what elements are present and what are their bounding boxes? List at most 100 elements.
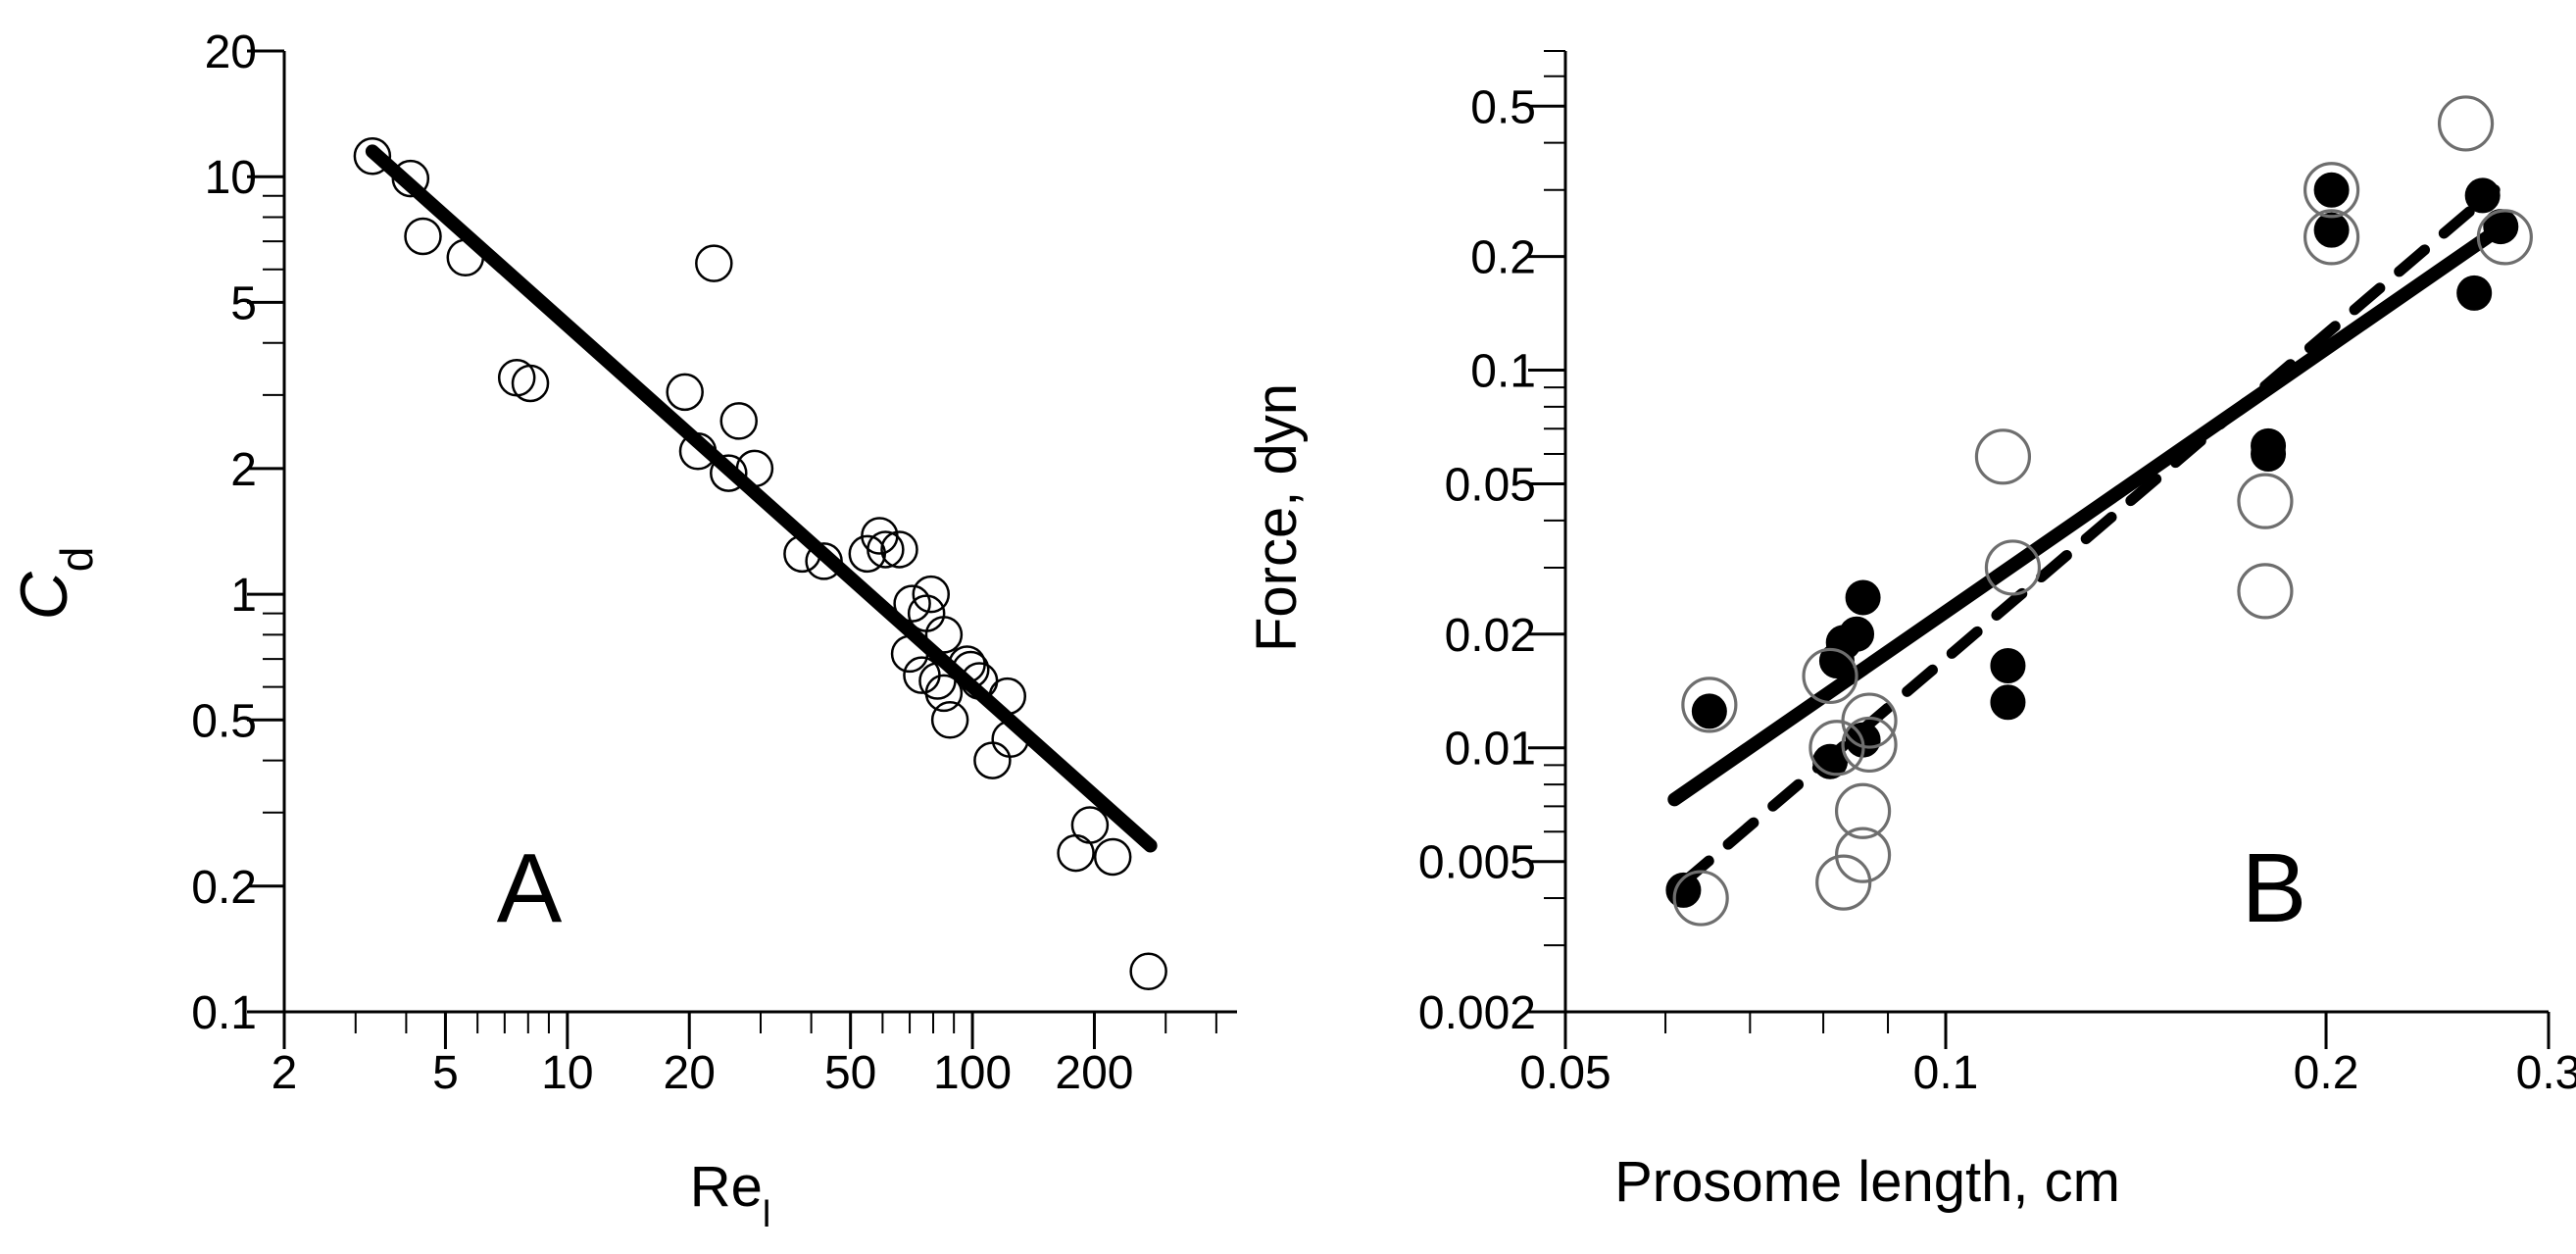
panel-b-fit-line-dashed [1677, 184, 2501, 888]
panel-a-y-tick-label: 2 [230, 444, 257, 496]
panel-a-open-point [783, 534, 821, 574]
panel-a-x-tick-label: 2 [272, 1047, 298, 1099]
panel-a-y-tick-label: 0.5 [191, 695, 257, 747]
panel-b-x-axis-title: Prosome length, cm [1614, 1150, 2120, 1214]
panel-a-open-point [446, 238, 485, 277]
panel-b-filled-point [2313, 172, 2350, 208]
panel-a-open-point [695, 244, 733, 282]
panel-b-y-tick-label: 0.2 [1470, 232, 1536, 284]
panel-a-open-point [1093, 837, 1132, 877]
panel-a-x-tick-label: 100 [933, 1047, 1012, 1099]
panel-b-filled-point [1839, 616, 1875, 652]
panel-b-x-tick-label: 0.2 [2294, 1047, 2359, 1099]
panel-a-marks [353, 136, 1167, 990]
panel-a-x-tick-label: 200 [1055, 1047, 1133, 1099]
panel-a-open-point [353, 136, 392, 176]
panel-a-open-point [893, 584, 931, 623]
panel-b-x-tick-label: 0.1 [1913, 1047, 1979, 1099]
panel-b-y-tick-label: 0.1 [1470, 346, 1536, 398]
panel-b: 0.05 0.1 0.2 0.3 0.002 0.005 0.01 0.02 0.05 0.1 0.… [1245, 50, 2576, 1214]
panel-a-x-axis-title: Rel [690, 1155, 771, 1235]
panel-a-letter: A [497, 833, 563, 943]
panel-b-filled-point [1990, 684, 2026, 721]
panel-b-x-tick-label: 0.3 [2516, 1047, 2576, 1099]
panel-a-open-point [912, 575, 951, 614]
panel-b-y-tick-label: 0.5 [1470, 81, 1536, 133]
panel-a-open-point [924, 674, 964, 713]
panel-b-open-point [2237, 563, 2294, 620]
panel-b-open-point [2303, 209, 2360, 266]
panel-b-y-tick-label: 0.01 [1445, 724, 1536, 776]
panel-b-open-point [1974, 428, 2032, 485]
panel-b-plot-area [1665, 95, 2533, 927]
panel-b-y-tick-label: 0.02 [1445, 610, 1536, 662]
panel-b-open-point [1802, 647, 1858, 705]
panel-b-open-point [1681, 677, 1738, 733]
panel-a-open-point [735, 449, 774, 488]
panel-a-open-point [930, 701, 969, 739]
panel-a-y-tick-label: 5 [230, 277, 257, 329]
panel-a-open-point [952, 650, 990, 689]
panel-b-filled-point [2251, 435, 2287, 472]
panel-b-y-tick-label: 0.05 [1445, 459, 1536, 511]
panel-a-y-tick-label: 1 [230, 570, 257, 622]
panel-b-y-axis-title: Force, dyn [1245, 383, 1309, 652]
panel-b-x-tick-label: 0.05 [1519, 1047, 1610, 1099]
panel-b-filled-point [1990, 647, 2026, 683]
panel-b-fit-line-solid [1667, 220, 2510, 807]
panel-a-open-point [973, 741, 1012, 779]
panel-b-filled-point [2464, 177, 2501, 214]
panel-b-open-point [1841, 716, 1898, 774]
panel-b-tick-labels: 0.05 0.1 0.2 0.3 0.002 0.005 0.01 0.02 0.05 0.1 0.… [1418, 81, 2576, 1099]
panel-b-filled-point [1845, 579, 1881, 616]
panel-b-filled-point [2456, 275, 2493, 311]
panel-a-y-tick-label: 0.1 [191, 987, 257, 1039]
panel-a-y-axis-title: Cd [7, 547, 102, 621]
panel-a-open-point [991, 720, 1029, 759]
panel-a-open-point [805, 542, 843, 580]
panel-a-axes [247, 49, 1237, 1049]
panel-b-axes [1528, 50, 2551, 1049]
panel-a-open-point [924, 616, 964, 654]
panel-b-marks [1665, 95, 2533, 927]
panel-a-open-point [719, 402, 758, 440]
panel-a-fit-line-solid [365, 144, 1158, 853]
panel-a-open-point [678, 432, 718, 471]
panel-b-open-point [1834, 827, 1892, 883]
panel-a-open-point [710, 454, 748, 492]
panel-b-open-point [1834, 782, 1892, 839]
panel-a-tick-labels: 2 5 10 20 50 100 200 0.1 0.2 0.5 1 2 5 10 20 [191, 26, 1133, 1099]
panel-a-open-point [404, 217, 442, 256]
panel-b-open-point [2437, 95, 2495, 152]
panel-a-open-point [511, 364, 550, 403]
panel-b-y-tick-label: 0.005 [1418, 837, 1536, 889]
panel-b-open-point [2237, 473, 2294, 529]
panel-a: 2 5 10 20 50 100 200 0.1 0.2 0.5 1 2 5 10 20 A Rel Cd [7, 26, 1237, 1235]
panel-a-y-tick-label: 0.2 [191, 862, 257, 914]
panel-a-open-point [1057, 833, 1095, 873]
panel-b-open-point [1984, 539, 2042, 596]
panel-a-x-tick-label: 5 [432, 1047, 459, 1099]
panel-a-open-point [988, 677, 1027, 716]
panel-a-x-tick-label: 10 [541, 1047, 593, 1099]
panel-a-x-tick-label: 50 [824, 1047, 876, 1099]
panel-a-open-point [880, 530, 918, 569]
panel-a-plot-area [353, 136, 1167, 990]
panel-a-y-tick-label: 10 [205, 152, 257, 204]
panel-a-y-tick-label: 20 [205, 26, 257, 78]
panel-b-open-point [1672, 870, 1729, 927]
panel-b-filled-point [1691, 693, 1727, 729]
panel-b-y-tick-label: 0.002 [1418, 987, 1536, 1039]
panel-b-open-point [1841, 692, 1898, 749]
panel-a-open-point [1070, 806, 1110, 844]
panel-a-open-point [391, 159, 430, 198]
panel-a-x-tick-label: 20 [664, 1047, 716, 1099]
panel-b-open-point [2303, 162, 2360, 219]
panel-b-open-point [2476, 209, 2533, 266]
panel-b-letter: B [2242, 833, 2307, 943]
panel-b-open-point [1815, 854, 1872, 911]
panel-b-filled-point [2313, 212, 2350, 248]
panel-a-open-point [1129, 952, 1167, 990]
panel-a-open-point [666, 373, 704, 412]
